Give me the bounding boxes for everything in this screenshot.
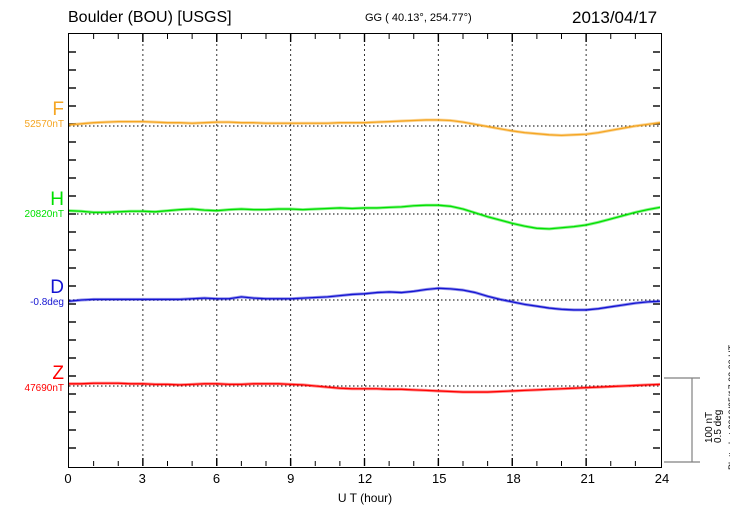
station-title: Boulder (BOU) [USGS] xyxy=(68,9,232,26)
component-symbol-d: D xyxy=(50,277,64,298)
trace-h xyxy=(69,203,660,231)
scale-bar xyxy=(664,377,700,463)
x-tick-21: 21 xyxy=(580,471,595,486)
component-baseline-d: -0.8deg xyxy=(30,297,64,308)
x-tick-15: 15 xyxy=(432,471,447,486)
component-label-f: F 52570nT xyxy=(2,100,64,131)
x-tick-24: 24 xyxy=(654,471,670,486)
trace-z xyxy=(69,381,660,394)
magnetogram-traces xyxy=(69,34,660,466)
geographic-coordinates: GG ( 40.13°, 254.77°) xyxy=(365,12,472,24)
scale-bar-deg-label: 0.5 deg xyxy=(713,409,724,443)
plot-area xyxy=(68,33,662,468)
component-symbol-z: Z xyxy=(52,363,64,384)
x-tick-12: 12 xyxy=(357,471,373,486)
x-tick-9: 9 xyxy=(287,471,295,486)
component-baseline-h: 20820nT xyxy=(24,209,64,220)
trace-d xyxy=(69,286,660,312)
observation-date: 2013/04/17 xyxy=(572,8,658,27)
component-baseline-z: 47690nT xyxy=(24,383,64,394)
component-label-d: D -0.8deg xyxy=(2,278,64,309)
x-axis-label: U T (hour) xyxy=(337,491,393,505)
component-label-z: Z 47690nT xyxy=(2,364,64,395)
component-symbol-f: F xyxy=(52,99,64,120)
component-label-h: H 20820nT xyxy=(2,190,64,221)
x-tick-18: 18 xyxy=(506,471,521,486)
component-symbol-h: H xyxy=(50,189,64,210)
component-baseline-f: 52570nT xyxy=(24,119,64,130)
x-tick-3: 3 xyxy=(138,471,146,486)
x-axis-ticks: 0 3 6 9 12 15 18 21 24 xyxy=(64,471,669,489)
trace-f xyxy=(69,118,660,137)
x-tick-6: 6 xyxy=(212,471,221,486)
x-tick-0: 0 xyxy=(64,471,72,486)
